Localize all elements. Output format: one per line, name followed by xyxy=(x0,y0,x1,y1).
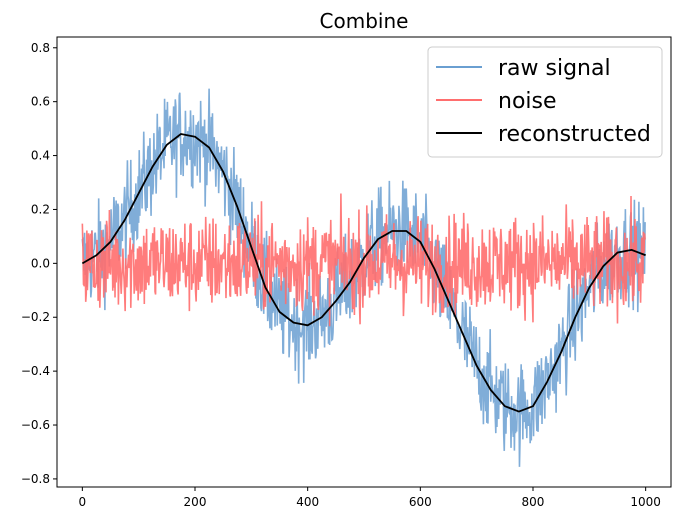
y-axis: −0.8 −0.6 −0.4 −0.2 0.0 0.2 0.4 0.6 0.8 xyxy=(21,41,57,486)
x-tick-label: 200 xyxy=(184,495,207,509)
y-tick-label: 0.8 xyxy=(31,41,50,55)
plot-area xyxy=(81,88,646,467)
x-tick-label: 800 xyxy=(522,495,545,509)
x-tick-label: 600 xyxy=(409,495,432,509)
legend-label-raw-signal: raw signal xyxy=(498,56,611,81)
y-tick-label: 0.0 xyxy=(31,256,50,270)
y-tick-label: −0.2 xyxy=(21,310,50,324)
legend-box xyxy=(427,46,663,158)
legend-label-noise: noise xyxy=(498,89,557,114)
y-tick-label: 0.2 xyxy=(31,202,50,216)
chart-title: Combine xyxy=(320,9,409,33)
axes-frame xyxy=(56,36,672,488)
x-axis: 0 200 400 600 800 1000 xyxy=(79,487,661,509)
y-tick-label: −0.4 xyxy=(21,364,50,378)
y-tick-label: 0.6 xyxy=(31,95,50,109)
y-tick-label: 0.4 xyxy=(31,149,50,163)
x-tick-label: 0 xyxy=(79,495,87,509)
y-tick-label: −0.6 xyxy=(21,418,50,432)
y-tick-label: −0.8 xyxy=(21,472,50,486)
x-tick-label: 1000 xyxy=(630,495,661,509)
x-tick-label: 400 xyxy=(296,495,319,509)
legend: raw signal noise reconstructed xyxy=(427,46,663,158)
legend-label-reconstructed: reconstructed xyxy=(498,122,651,147)
series-reconstructed xyxy=(81,133,646,413)
